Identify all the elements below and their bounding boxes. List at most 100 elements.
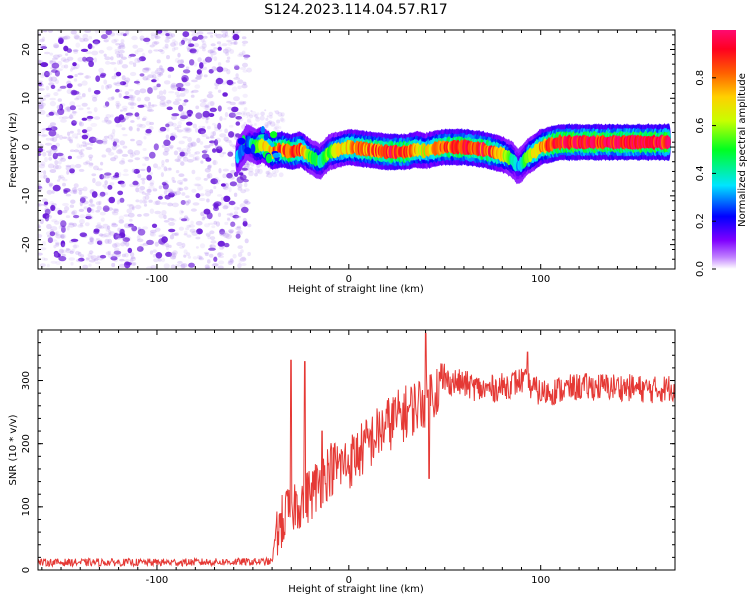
noise-dot: [93, 228, 100, 233]
noise-dot: [272, 172, 278, 178]
noise-dot: [43, 30, 48, 33]
noise-dot: [152, 74, 157, 80]
noise-dot: [131, 168, 137, 173]
noise-dot: [244, 238, 249, 244]
noise-dot: [145, 128, 152, 134]
noise-dot: [61, 243, 66, 248]
noise-dot: [127, 159, 134, 163]
noise-dot: [58, 157, 63, 161]
noise-dot: [226, 79, 234, 86]
noise-dot: [189, 59, 195, 66]
noise-dot: [130, 262, 136, 267]
noise-dot: [147, 74, 154, 78]
noise-dot: [115, 71, 122, 77]
noise-dot: [219, 228, 226, 235]
x-tick-label: -100: [146, 575, 169, 586]
noise-dot: [80, 143, 87, 147]
noise-dot: [69, 101, 76, 107]
noise-dot: [244, 166, 248, 169]
noise-dot: [121, 75, 126, 81]
noise-dot: [125, 262, 133, 266]
noise-dot: [265, 170, 270, 175]
noise-dot: [197, 128, 206, 135]
noise-dot: [204, 264, 210, 269]
noise-dot: [215, 181, 220, 185]
noise-dot: [51, 57, 58, 61]
noise-dot: [125, 30, 130, 35]
noise-dot: [188, 224, 195, 228]
noise-dot: [178, 140, 185, 145]
noise-dot: [154, 210, 162, 215]
noise-dot: [149, 208, 155, 214]
noise-dot: [41, 71, 47, 77]
noise-dot: [114, 242, 121, 248]
noise-dot: [148, 101, 152, 107]
noise-dot: [54, 220, 60, 225]
noise-dot: [145, 77, 150, 81]
noise-dot: [181, 77, 188, 83]
noise-dot: [237, 117, 244, 122]
noise-dot: [182, 127, 189, 133]
noise-dot: [79, 232, 88, 237]
noise-dot: [82, 264, 89, 269]
noise-dot: [69, 204, 75, 208]
noise-dot: [221, 81, 227, 85]
noise-dot: [67, 155, 72, 160]
noise-dot: [107, 84, 113, 89]
noise-dot: [212, 160, 218, 166]
noise-dot: [72, 111, 78, 114]
noise-dot: [146, 174, 152, 181]
noise-dot: [177, 63, 185, 68]
noise-dot: [156, 166, 162, 170]
noise-dot: [213, 67, 219, 71]
noise-dot: [222, 205, 229, 210]
noise-dot: [38, 203, 42, 207]
noise-dot: [134, 89, 141, 96]
noise-dot: [124, 91, 130, 96]
noise-dot: [100, 217, 105, 222]
noise-dot: [69, 139, 73, 144]
noise-dot: [176, 124, 182, 129]
noise-dot: [129, 152, 134, 158]
noise-dot: [88, 60, 94, 67]
noise-dot: [222, 168, 229, 172]
noise-dot: [154, 69, 159, 75]
noise-dot: [143, 200, 147, 204]
noise-dot: [117, 180, 125, 185]
noise-dot: [52, 111, 60, 115]
noise-dot: [45, 214, 53, 219]
noise-dot: [76, 143, 80, 149]
noise-dot: [198, 197, 206, 202]
noise-dot: [214, 32, 218, 37]
noise-dot: [136, 143, 142, 147]
noise-dot: [229, 144, 237, 148]
noise-dot: [222, 48, 229, 54]
noise-dot: [213, 256, 218, 262]
noise-dot: [246, 119, 251, 123]
noise-dot: [81, 129, 88, 134]
noise-dot: [186, 116, 191, 120]
noise-dot: [196, 69, 202, 75]
noise-dot: [210, 43, 216, 47]
noise-dot: [143, 37, 151, 43]
noise-dot: [70, 261, 74, 266]
noise-dot: [189, 228, 196, 233]
noise-dot: [72, 222, 77, 227]
noise-dot: [223, 203, 230, 209]
noise-dot: [187, 136, 193, 143]
noise-dot: [143, 136, 147, 140]
noise-dot: [254, 114, 258, 118]
noise-dot: [218, 145, 223, 150]
noise-dot: [69, 130, 74, 134]
noise-dot: [107, 120, 113, 124]
noise-dot: [38, 101, 44, 107]
noise-dot: [176, 159, 182, 163]
noise-dot: [209, 244, 213, 248]
noise-dot: [51, 190, 55, 194]
spectrogram-ylabel: Frequency (Hz): [8, 112, 19, 188]
noise-dot: [88, 203, 95, 207]
noise-dot: [221, 245, 225, 249]
noise-dot: [144, 96, 151, 102]
noise-dot: [118, 215, 125, 221]
